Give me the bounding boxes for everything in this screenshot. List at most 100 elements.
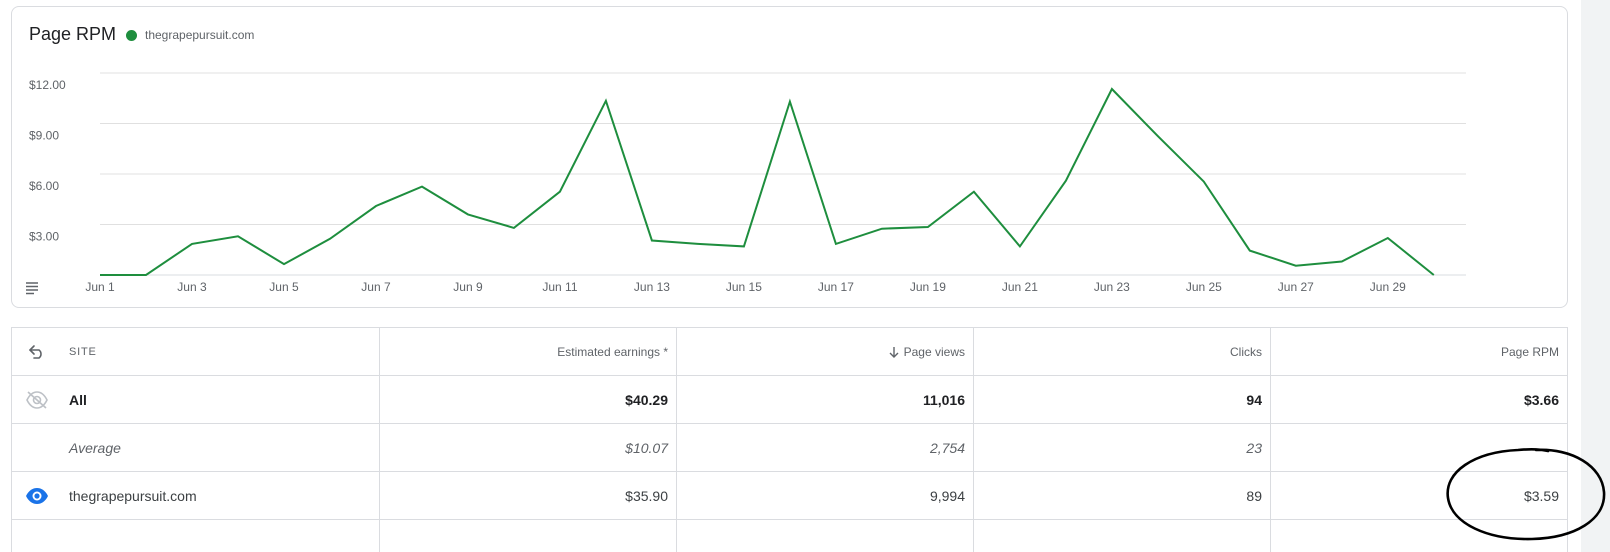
data-point[interactable] (603, 98, 609, 104)
row-site-cell: All (12, 376, 379, 423)
x-tick-label: Jun 5 (269, 280, 299, 294)
eye-icon[interactable] (24, 472, 50, 519)
data-point[interactable] (281, 261, 287, 267)
table-row-site[interactable]: thegrapepursuit.com $35.90 9,994 89 $3.5… (12, 472, 1567, 520)
y-tick-label: $9.00 (29, 129, 59, 143)
y-tick-label: $3.00 (29, 230, 59, 244)
row-earnings: $40.29 (379, 376, 676, 423)
x-tick-label: Jun 21 (1002, 280, 1038, 294)
data-point[interactable] (1339, 259, 1345, 265)
page-scroll-area (1581, 0, 1610, 552)
data-point[interactable] (1247, 248, 1253, 254)
back-arrow-icon[interactable] (24, 328, 50, 375)
x-tick-label: Jun 7 (361, 280, 391, 294)
report-table: SITE Estimated earnings * Page views Cli… (11, 327, 1568, 552)
data-point[interactable] (1155, 133, 1161, 139)
data-point[interactable] (1431, 272, 1437, 278)
data-point[interactable] (511, 225, 517, 231)
row-label: All (69, 391, 87, 408)
header-page-views-label: Page views (903, 344, 965, 359)
chart-menu-icon[interactable] (24, 281, 40, 295)
data-point[interactable] (1293, 263, 1299, 269)
row-page-views: 2,754 (676, 424, 973, 471)
series-line-thegrapepursuit[interactable] (100, 87, 1435, 276)
data-point[interactable] (741, 243, 747, 249)
eye-off-icon[interactable] (24, 376, 50, 423)
data-point[interactable] (879, 226, 885, 232)
row-label[interactable]: thegrapepursuit.com (69, 487, 197, 504)
data-point[interactable] (695, 241, 701, 247)
data-point[interactable] (189, 241, 195, 247)
data-point[interactable] (1017, 243, 1023, 249)
chart-legend[interactable]: thegrapepursuit.com (126, 28, 254, 42)
x-tick-label: Jun 9 (453, 280, 483, 294)
row-label: Average (69, 439, 121, 456)
data-point[interactable] (925, 224, 931, 230)
data-point[interactable] (649, 237, 655, 243)
legend-color-dot (126, 29, 137, 41)
data-point[interactable] (465, 211, 471, 217)
row-page-rpm (1270, 424, 1567, 471)
x-tick-label: Jun 15 (726, 280, 762, 294)
header-page-views[interactable]: Page views (676, 328, 973, 375)
data-point[interactable] (327, 236, 333, 242)
header-earnings-label: Estimated earnings * (557, 344, 668, 359)
x-tick-label: Jun 25 (1186, 280, 1222, 294)
data-point[interactable] (373, 203, 379, 209)
table-row-partial (12, 520, 1567, 552)
table-row-all: All $40.29 11,016 94 $3.66 (12, 376, 1567, 424)
x-tick-label: Jun 19 (910, 280, 946, 294)
annotation-ellipse (1446, 448, 1606, 541)
row-page-views: 11,016 (676, 376, 973, 423)
data-point[interactable] (1063, 178, 1069, 184)
header-site-label: SITE (69, 345, 97, 358)
page-rpm-chart-card: Page RPM thegrapepursuit.com $3.00 $6.00 $… (11, 6, 1568, 308)
x-tick-label: Jun 17 (818, 280, 854, 294)
data-point[interactable] (1385, 235, 1391, 241)
row-earnings (379, 520, 676, 552)
row-clicks: 89 (973, 472, 1270, 519)
header-page-rpm-label: Page RPM (1500, 344, 1559, 359)
data-point[interactable] (1109, 86, 1115, 92)
x-tick-label: Jun 29 (1370, 280, 1406, 294)
data-point[interactable] (787, 99, 793, 105)
y-tick-label: $6.00 (29, 179, 59, 193)
header-page-rpm[interactable]: Page RPM (1270, 328, 1567, 375)
row-clicks (973, 520, 1270, 552)
x-tick-label: Jun 3 (177, 280, 207, 294)
x-tick-label: Jun 23 (1094, 280, 1130, 294)
y-tick-label: $12.00 (29, 78, 66, 92)
row-page-rpm (1270, 520, 1567, 552)
row-page-views: 9,994 (676, 472, 973, 519)
table-header-row: SITE Estimated earnings * Page views Cli… (12, 328, 1567, 376)
row-site-cell (12, 520, 379, 552)
row-page-views (676, 520, 973, 552)
data-point[interactable] (557, 189, 563, 195)
row-page-rpm: $3.59 (1270, 472, 1567, 519)
table-row-average: Average $10.07 2,754 23 (12, 424, 1567, 472)
data-point[interactable] (235, 233, 241, 239)
header-earnings[interactable]: Estimated earnings * (379, 328, 676, 375)
x-tick-label: Jun 13 (634, 280, 670, 294)
chart-title: Page RPM (29, 24, 117, 44)
data-point[interactable] (143, 272, 149, 278)
line-chart: $3.00 $6.00 $9.00 $12.00 Jun 1 Jun 3 Jun 5 Jun… (13, 72, 1567, 298)
data-point[interactable] (1201, 179, 1207, 185)
data-point[interactable] (97, 272, 103, 278)
header-clicks-label: Clicks (1230, 344, 1262, 359)
data-point[interactable] (833, 241, 839, 247)
data-point[interactable] (419, 184, 425, 190)
row-site-cell: thegrapepursuit.com (12, 472, 379, 519)
x-tick-label: Jun 11 (542, 280, 577, 294)
header-clicks[interactable]: Clicks (973, 328, 1270, 375)
header-site-cell[interactable]: SITE (12, 328, 379, 375)
data-point[interactable] (971, 189, 977, 195)
row-clicks: 94 (973, 376, 1270, 423)
x-tick-label: Jun 27 (1278, 280, 1314, 294)
row-clicks: 23 (973, 424, 1270, 471)
row-earnings: $35.90 (379, 472, 676, 519)
row-earnings: $10.07 (379, 424, 676, 471)
sort-down-arrow-icon (888, 346, 900, 358)
x-tick-label: Jun 1 (85, 280, 115, 294)
row-page-rpm: $3.66 (1270, 376, 1567, 423)
